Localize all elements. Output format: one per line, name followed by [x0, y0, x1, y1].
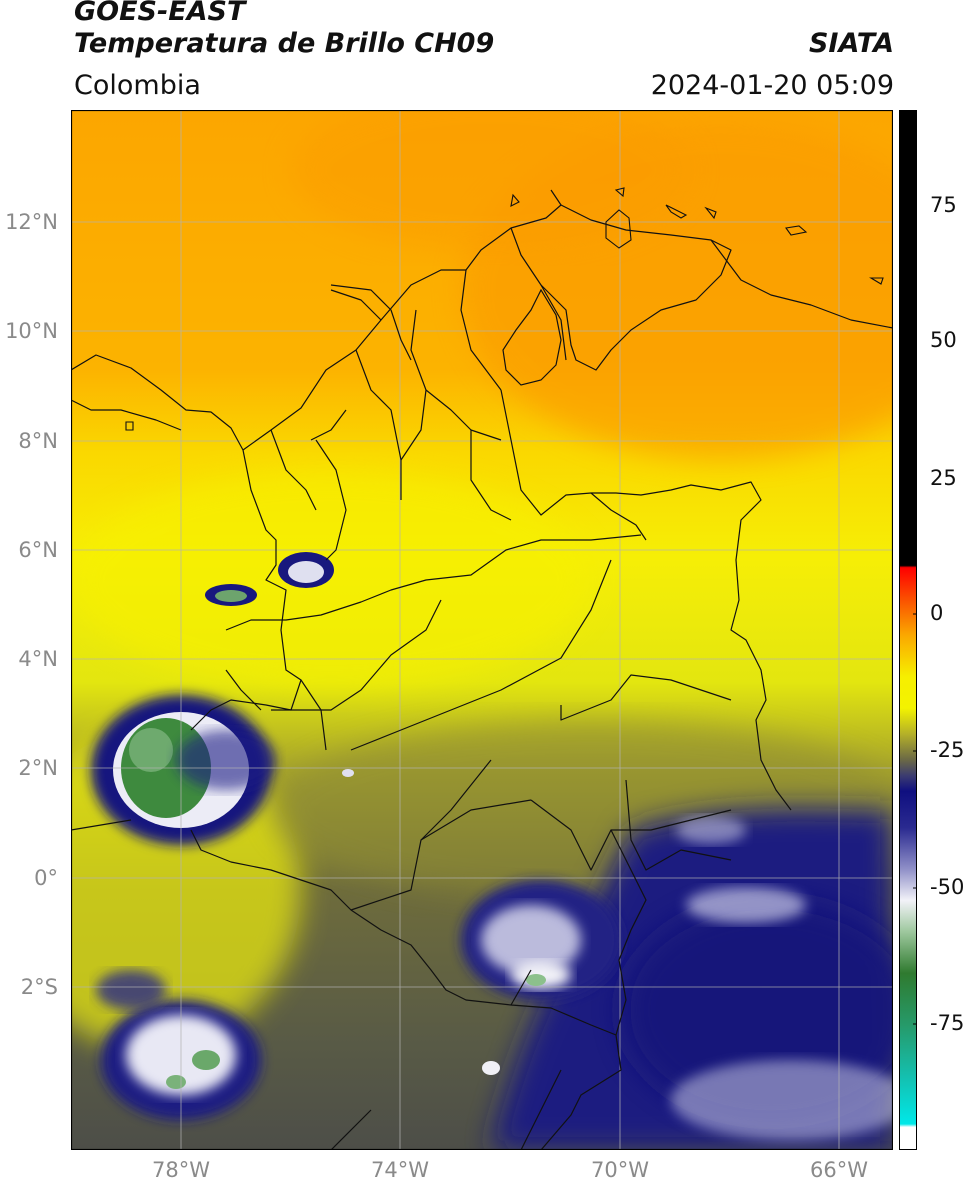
datetime-label: 2024-01-20 05:09 [650, 70, 894, 101]
lon-tick-label: 78°W [152, 1158, 210, 1182]
islands [125, 187, 884, 431]
colorbar-tick-label: 25 [930, 466, 957, 490]
lat-tick-label: 6°N [18, 538, 58, 562]
colorbar-tick-label: -75 [930, 1011, 965, 1035]
colorbar-tick-label: 50 [930, 328, 957, 352]
colorbar-tick-label: -50 [930, 875, 965, 899]
country-borders [71, 189, 893, 1150]
colorbar-gradient [899, 110, 917, 1150]
product-title: Temperatura de Brillo CH09 [74, 28, 495, 59]
colorbar-tick-label: 75 [930, 193, 957, 217]
lat-tick-label: 10°N [5, 319, 58, 343]
lon-tick-label: 66°W [810, 1158, 868, 1182]
region-label: Colombia [74, 70, 201, 101]
lat-tick-label: 4°N [18, 647, 58, 671]
colorbar [899, 110, 917, 1150]
colorbar-tick-label: 0 [930, 601, 944, 625]
map-frame [71, 110, 893, 1150]
graticule [71, 110, 893, 1150]
lat-tick-label: 12°N [5, 210, 58, 234]
lon-tick-label: 70°W [591, 1158, 649, 1182]
satellite-map[interactable] [71, 110, 893, 1150]
lat-tick-label: 2°S [20, 975, 58, 999]
satellite-title: GOES-EAST [74, 0, 246, 27]
lat-tick-label: 0° [34, 866, 58, 890]
lat-tick-label: 8°N [18, 429, 58, 453]
lake-maracaibo [502, 288, 562, 386]
organization-label: SIATA [808, 28, 894, 59]
colorbar-tick-label: -25 [930, 738, 965, 762]
lat-tick-label: 2°N [18, 756, 58, 780]
lon-tick-label: 74°W [371, 1158, 429, 1182]
